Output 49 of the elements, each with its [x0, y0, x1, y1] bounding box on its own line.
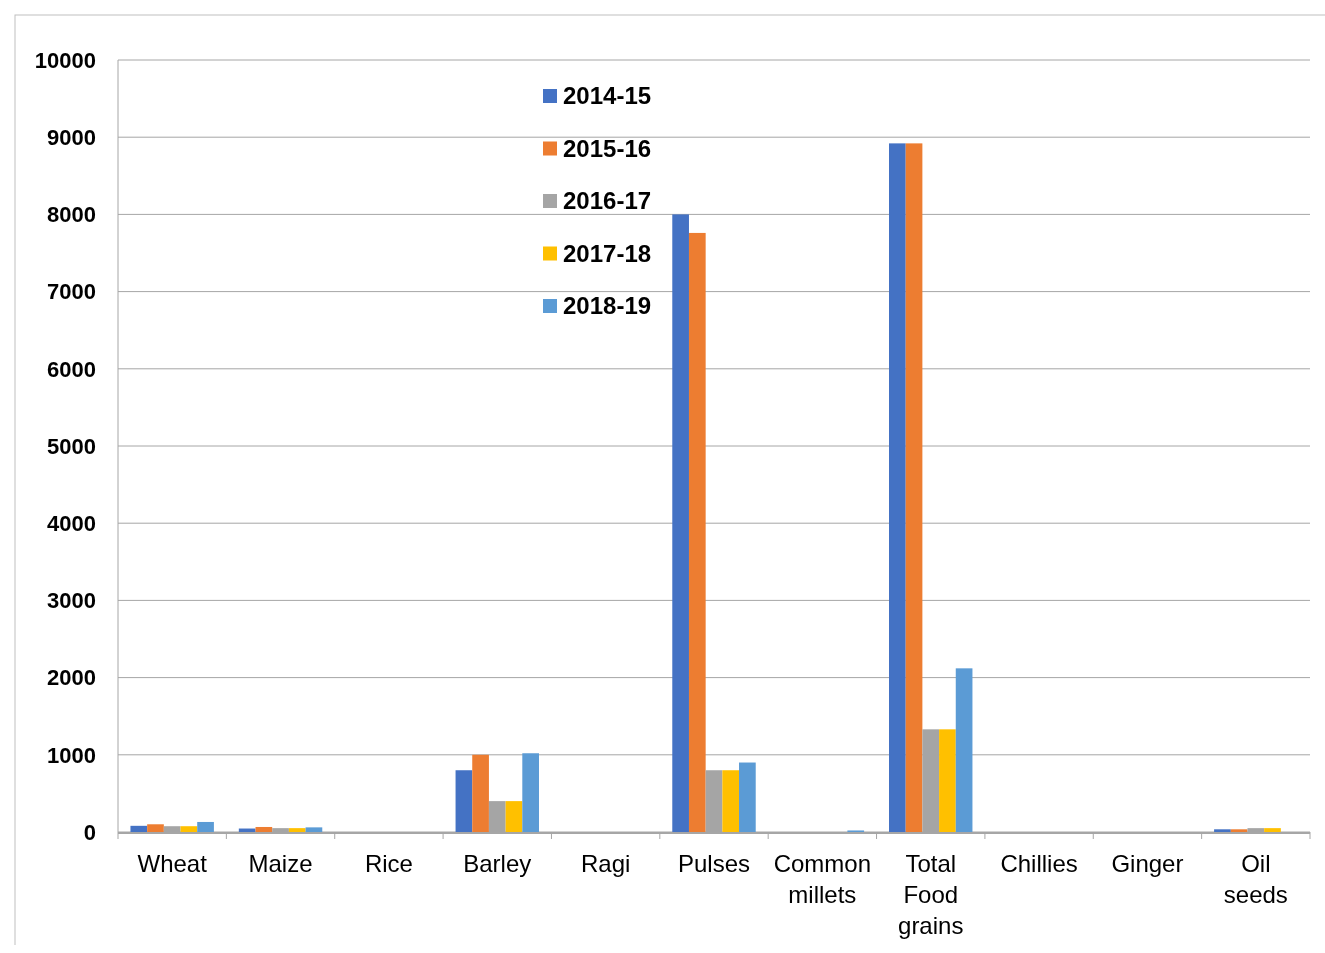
x-tick-label: Pulses [677, 850, 751, 877]
bar [147, 824, 164, 832]
bar [197, 821, 214, 832]
bar [305, 827, 323, 832]
y-tick-label: 7000 [47, 279, 96, 305]
bar [1264, 828, 1281, 832]
y-tick-label: 10000 [34, 47, 96, 73]
y-tick-label: 3000 [47, 588, 96, 614]
x-tick-label: Chillies [1000, 850, 1078, 877]
x-tick-label: Ragi [580, 850, 631, 877]
legend-label: 2017-18 [563, 239, 652, 267]
legend-label: 2016-17 [563, 187, 652, 215]
bar [455, 770, 473, 832]
y-tick-label: 8000 [47, 202, 96, 228]
bar [889, 143, 906, 832]
x-tick-label: Total Food grains [898, 850, 964, 939]
x-tick-label: Maize [248, 850, 313, 877]
x-tick-label: Ginger [1111, 850, 1184, 877]
bar [130, 825, 148, 832]
bar [472, 754, 489, 832]
legend-label: 2014-15 [563, 82, 652, 110]
bar [522, 753, 539, 832]
bar [939, 729, 956, 832]
x-tick-label: Rice [364, 850, 413, 877]
bar [739, 762, 756, 832]
bar [505, 801, 523, 832]
y-tick-label: 2000 [47, 665, 96, 691]
bar [905, 143, 923, 832]
x-tick-label: Oil seeds [1223, 850, 1288, 908]
bar [255, 826, 273, 832]
bar [672, 214, 689, 832]
bar [180, 826, 198, 832]
legend-label: 2018-19 [563, 292, 652, 320]
bar [722, 770, 740, 832]
y-tick-label: 0 [83, 819, 96, 845]
bar [1230, 829, 1248, 832]
y-tick-label: 4000 [47, 510, 96, 536]
bar [688, 232, 706, 832]
x-tick-label: Wheat [137, 850, 208, 877]
y-tick-label: 9000 [47, 124, 96, 150]
bar [1214, 829, 1231, 832]
y-tick-label: 1000 [47, 742, 96, 768]
bar [288, 828, 306, 832]
x-tick-label: Barley [463, 850, 532, 877]
legend-label: 2015-16 [563, 134, 652, 162]
y-tick-label: 5000 [47, 433, 96, 459]
bar [955, 668, 973, 832]
x-tick-label: Common millets [773, 850, 872, 908]
y-tick-label: 6000 [47, 356, 96, 382]
